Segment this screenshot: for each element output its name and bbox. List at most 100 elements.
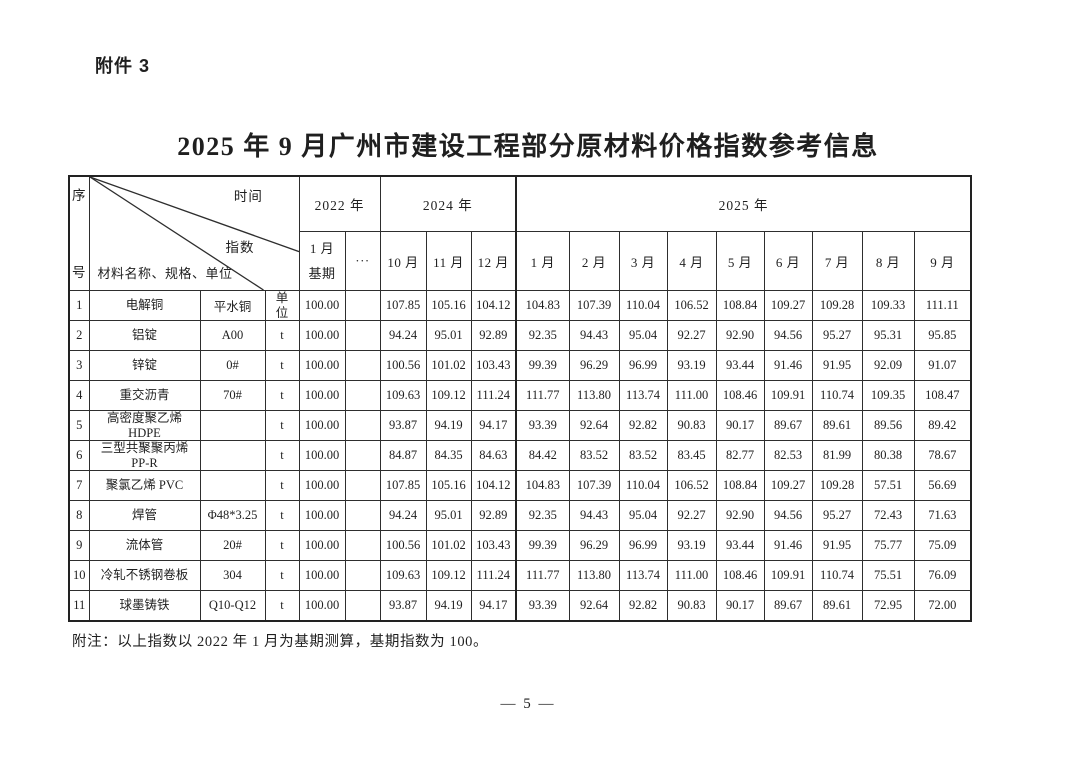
row-no-cell: 3	[68, 350, 90, 381]
index-value-cell: 83.52	[618, 440, 668, 471]
index-value-cell: 94.19	[425, 590, 472, 622]
index-value-cell: 100.56	[379, 530, 427, 561]
index-value-cell: 83.52	[568, 440, 620, 471]
seq-header-top: 序	[72, 188, 87, 203]
index-value-cell: 91.07	[913, 350, 972, 381]
material-name-cell: 焊管	[88, 500, 201, 531]
index-value-cell: 78.67	[913, 440, 972, 471]
index-value-cell: 95.04	[618, 320, 668, 351]
index-value-cell: 91.46	[763, 530, 813, 561]
material-axis-label: 材料名称、规格、单位	[97, 266, 233, 281]
ellipsis-gap-cell	[344, 410, 381, 441]
index-value-cell: 89.67	[763, 410, 813, 441]
index-value-cell: 101.02	[425, 530, 472, 561]
index-value-cell: 96.99	[618, 530, 668, 561]
index-value-cell: 95.85	[913, 320, 972, 351]
table-row: 7 聚氯乙烯 PVC t 100.00 107.85 105.16 104.12 104.83…	[68, 470, 972, 501]
ellipsis-gap-cell	[344, 500, 381, 531]
base-index-cell: 100.00	[298, 350, 346, 381]
index-value-cell: 113.80	[568, 560, 620, 591]
month-header-2025-9: 9 月	[913, 231, 972, 291]
material-name-cell: 锌锭	[88, 350, 201, 381]
index-value-cell: 108.47	[913, 380, 972, 411]
index-value-cell: 71.63	[913, 500, 972, 531]
month-header-2025-6: 6 月	[763, 231, 813, 291]
index-value-cell: 104.83	[515, 470, 570, 501]
index-value-cell: 95.27	[811, 320, 863, 351]
index-value-cell: 91.46	[763, 350, 813, 381]
unit-cell: t	[264, 560, 300, 591]
index-value-cell: 104.83	[515, 290, 570, 321]
index-value-cell: 56.69	[913, 470, 972, 501]
material-name-cell: 重交沥青	[88, 380, 201, 411]
base-index-cell: 100.00	[298, 530, 346, 561]
index-value-cell: 108.46	[715, 560, 765, 591]
index-value-cell: 72.95	[861, 590, 915, 622]
index-value-cell: 104.12	[470, 290, 517, 321]
index-value-cell: 110.04	[618, 290, 668, 321]
index-value-cell: 94.56	[763, 320, 813, 351]
month-header-2025-5: 5 月	[715, 231, 765, 291]
index-value-cell: 96.99	[618, 350, 668, 381]
material-name-cell: 三型共聚聚丙烯 PP-R	[88, 440, 201, 471]
month-header-2025-4: 4 月	[666, 231, 717, 291]
row-no-cell: 4	[68, 380, 90, 411]
index-value-cell: 109.91	[763, 560, 813, 591]
index-value-cell: 76.09	[913, 560, 972, 591]
table-header: 序 号 时间 指数 材料名称、规格、单位 2022 年 2024 年 2025 …	[68, 175, 972, 291]
index-value-cell: 92.09	[861, 350, 915, 381]
index-value-cell: 89.61	[811, 410, 863, 441]
month-header-2025-3: 3 月	[618, 231, 668, 291]
seq-header-cell: 序 号	[68, 175, 90, 291]
table-row: 3 锌锭 0# t 100.00 100.56 101.02 103.43 99.39 96.29…	[68, 350, 972, 381]
unit-cell: t	[264, 500, 300, 531]
year-2025-header: 2025 年	[515, 175, 972, 232]
index-value-cell: 94.56	[763, 500, 813, 531]
unit-cell: t	[264, 440, 300, 471]
row-no-cell: 2	[68, 320, 90, 351]
base-period-header: 1 月基期	[298, 231, 346, 291]
index-value-cell: 92.82	[618, 410, 668, 441]
ellipsis-gap-cell	[344, 290, 381, 321]
index-value-cell: 92.35	[515, 320, 570, 351]
index-value-cell: 95.31	[861, 320, 915, 351]
seq-header-bottom: 号	[72, 265, 87, 280]
header-row-years: 序 号 时间 指数 材料名称、规格、单位 2022 年 2024 年 2025 …	[68, 175, 972, 291]
index-value-cell: 109.63	[379, 560, 427, 591]
index-value-cell: 96.29	[568, 350, 620, 381]
index-value-cell: 93.44	[715, 350, 765, 381]
index-value-cell: 111.77	[515, 560, 570, 591]
index-value-cell: 57.51	[861, 470, 915, 501]
index-value-cell: 109.33	[861, 290, 915, 321]
diagonal-lines	[90, 177, 299, 290]
table-row: 9 流体管 20# t 100.00 100.56 101.02 103.43 99.39 96.…	[68, 530, 972, 561]
month-header-2025-2: 2 月	[568, 231, 620, 291]
index-value-cell: 111.77	[515, 380, 570, 411]
table-row: 11 球墨铸铁 Q10-Q12 t 100.00 93.87 94.19 94.17 93.39…	[68, 590, 972, 622]
index-value-cell: 94.43	[568, 500, 620, 531]
index-value-cell: 107.85	[379, 290, 427, 321]
index-value-cell: 110.04	[618, 470, 668, 501]
material-name-cell: 流体管	[88, 530, 201, 561]
index-value-cell: 83.45	[666, 440, 717, 471]
index-value-cell: 111.11	[913, 290, 972, 321]
index-value-cell: 90.83	[666, 410, 717, 441]
month-header-2024-10: 10 月	[379, 231, 427, 291]
unit-cell: t	[264, 590, 300, 622]
index-value-cell: 111.24	[470, 560, 517, 591]
index-value-cell: 111.00	[666, 380, 717, 411]
index-value-cell: 113.74	[618, 560, 668, 591]
spec-cell: 20#	[199, 530, 266, 561]
table-body: 1 电解铜 平水铜单 位 100.00 107.85 105.16 104.12 104.83…	[68, 290, 972, 622]
material-name-cell: 高密度聚乙烯 HDPE	[88, 410, 201, 441]
index-value-cell: 89.42	[913, 410, 972, 441]
unit-cell: t	[264, 320, 300, 351]
index-value-cell: 109.12	[425, 560, 472, 591]
time-axis-label: 时间	[233, 189, 263, 204]
ellipsis-gap-cell	[344, 530, 381, 561]
row-no-cell: 1	[68, 290, 90, 321]
index-value-cell: 94.24	[379, 500, 427, 531]
base-index-cell: 100.00	[298, 290, 346, 321]
index-value-cell: 109.63	[379, 380, 427, 411]
